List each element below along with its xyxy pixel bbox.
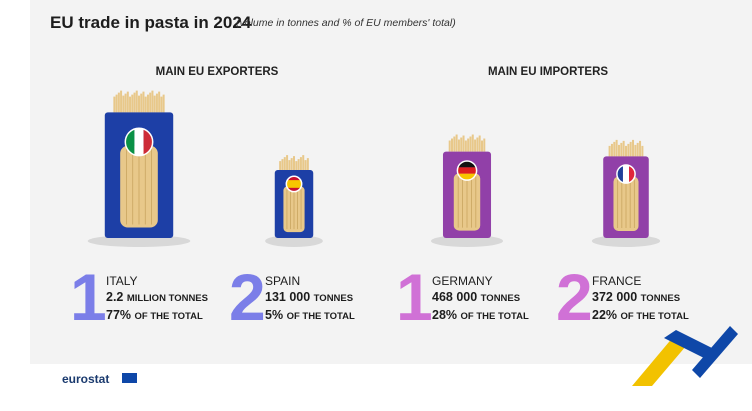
italy-flag [125, 128, 153, 156]
share-label: 22% [592, 308, 618, 322]
unit-label: TONNES [480, 293, 521, 304]
blue-stripe-2 [692, 326, 738, 378]
pasta-sticks [279, 155, 309, 170]
exporters-heading: MAIN EU EXPORTERS [155, 66, 279, 78]
importers-heading: MAIN EU IMPORTERS [487, 66, 609, 78]
share-suffix: OF THE TOTAL [134, 311, 203, 322]
unit-label: TONNES [313, 293, 354, 304]
pasta-sticks [113, 90, 165, 113]
rank-number: 1 [70, 260, 107, 334]
chart-title: EU trade in pasta in 2024 [50, 13, 252, 32]
value-label: 2.2 [106, 290, 124, 304]
unit-label: TONNES [640, 293, 681, 304]
country-label: ITALY [106, 274, 138, 288]
country-label: SPAIN [265, 274, 301, 288]
country-label: GERMANY [432, 274, 493, 288]
share-label: 77% [106, 308, 132, 322]
pasta-pack-spain [265, 155, 323, 247]
share-label: 28% [432, 308, 458, 322]
spain-flag [286, 176, 302, 192]
rank-number: 1 [396, 260, 433, 334]
pasta-sticks [448, 134, 486, 152]
pasta-pack-italy [87, 90, 191, 247]
share-suffix: OF THE TOTAL [620, 311, 689, 322]
rank-number: 2 [556, 260, 593, 334]
pasta-pack-germany [430, 134, 504, 247]
germany-flag [457, 160, 477, 181]
unit-label: MILLION TONNES [126, 293, 208, 304]
share-suffix: OF THE TOTAL [286, 311, 355, 322]
value-label: 468 000 [432, 290, 478, 304]
pasta-sticks [608, 139, 644, 157]
rank-number: 2 [229, 260, 266, 334]
pasta-pack-france [591, 139, 661, 247]
value-label: 372 000 [592, 290, 638, 304]
yellow-stripe [632, 336, 686, 386]
share-suffix: OF THE TOTAL [460, 311, 529, 322]
eu-flag-icon [122, 373, 137, 383]
eurostat-logo: eurostat [62, 372, 110, 386]
country-label: FRANCE [592, 274, 642, 288]
chart-subtitle: (volume in tonnes and % of EU members' t… [236, 17, 456, 29]
france-flag [616, 164, 636, 184]
value-label: 131 000 [265, 290, 311, 304]
share-label: 5% [265, 308, 284, 322]
